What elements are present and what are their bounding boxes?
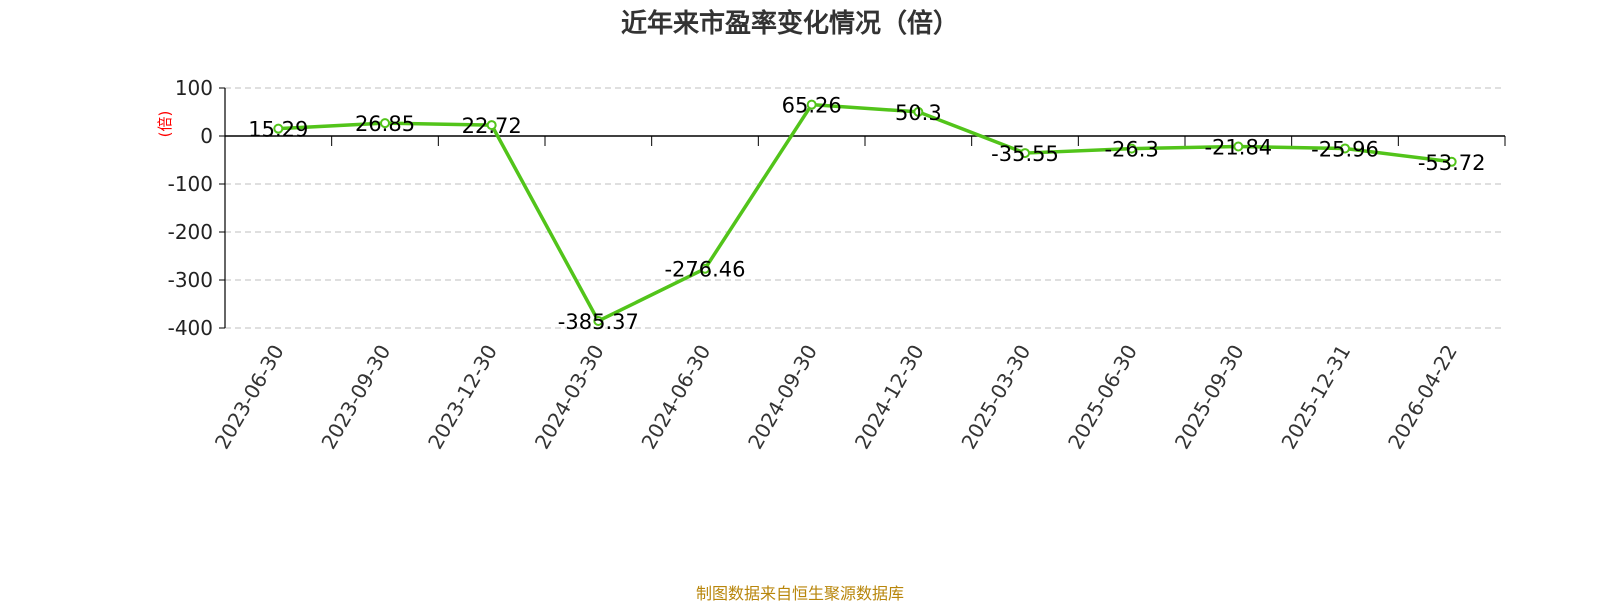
data-point [913,106,924,117]
data-labels: 15.29 26.85 22.72 -385.37 -276.46 65.26 50.3 -3… [248,94,1485,334]
data-point [273,123,284,134]
data-source-note: 制图数据来自恒生聚源数据库 [695,584,904,603]
data-label: -35.55 [991,142,1059,166]
data-point [806,99,817,110]
data-label: 50.3 [895,101,942,125]
x-tick-label: 2023-12-30 [423,340,502,453]
y-tick-label: 100 [175,76,213,100]
y-tick-label: -400 [168,316,213,340]
series-pe-ratio [273,99,1457,326]
data-label: -25.96 [1311,137,1379,161]
data-label: -385.37 [558,310,639,334]
data-point [1340,143,1350,154]
x-tick-label: 2025-09-30 [1170,341,1249,454]
axes [219,87,1506,329]
data-point [700,263,710,274]
y-tick-label: -100 [168,172,213,196]
x-tick-label: 2024-09-30 [743,341,822,454]
x-tick-label: 2024-06-30 [636,341,715,454]
x-tick-label: 2025-06-30 [1063,341,1142,454]
data-label: -276.46 [664,258,745,282]
data-label: 26.85 [355,112,415,136]
x-tick-label: 2025-03-30 [956,341,1035,454]
x-tick-label: 2024-12-30 [850,340,929,453]
x-tick-label: 2023-06-30 [210,341,289,454]
grid-lines [225,87,1505,329]
data-label: -53.72 [1418,151,1486,175]
data-point [1446,156,1457,167]
data-point [380,118,390,129]
y-tick-label: -200 [168,220,213,244]
data-label: 22.72 [462,114,522,138]
x-tick-label: 2023-09-30 [316,341,395,454]
data-point [1233,141,1244,152]
chart-title: 近年来市盈率变化情况（倍） [621,8,959,39]
x-tick-label: 2025-12-31 [1276,341,1355,454]
data-label: 15.29 [248,118,308,142]
series-line [278,102,1452,323]
y-tick-label: 0 [200,124,213,148]
x-tick-label: 2024-03-30 [530,341,609,454]
data-point [1126,143,1137,154]
y-tick-label: -300 [168,268,213,292]
y-tick-labels: 100 0 -100 -200 -300 -400 [168,76,213,340]
data-label: 65.26 [782,94,842,118]
data-point [1020,148,1030,159]
data-point [593,315,604,326]
data-point [486,120,497,131]
x-tick-labels: 2023-06-30 2023-09-30 2023-12-30 2024-03-30… [210,340,1462,453]
data-label: -21.84 [1204,135,1272,159]
x-tick-label: 2026-04-22 [1383,341,1462,454]
y-axis-unit: (倍) [156,111,174,138]
data-label: -26.3 [1104,138,1158,162]
